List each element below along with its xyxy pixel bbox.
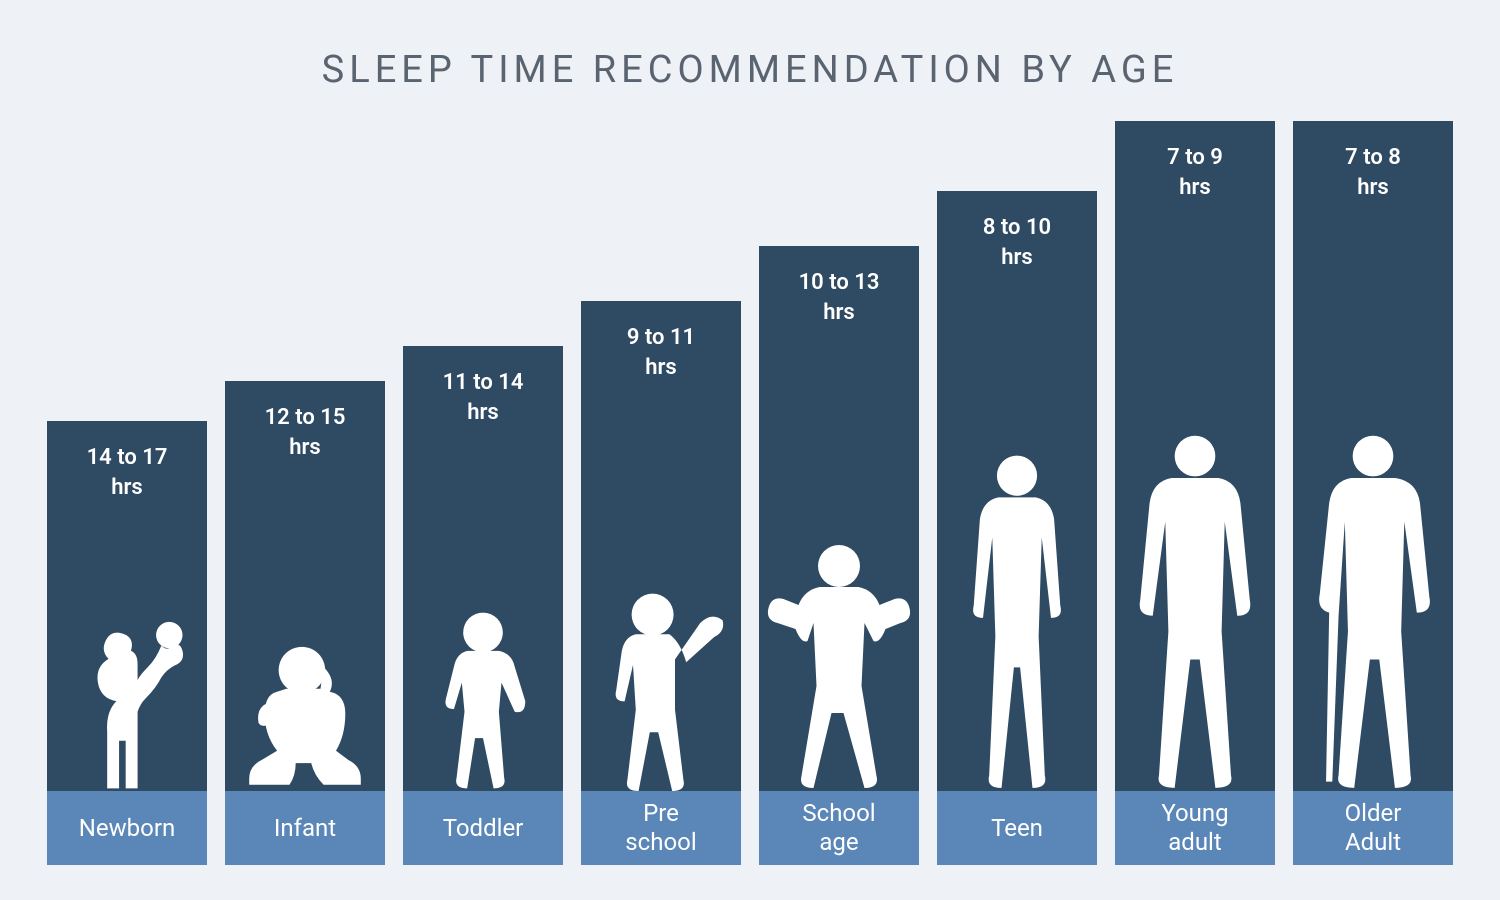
category-label: Newborn xyxy=(47,791,207,865)
chart-title: SLEEP TIME RECOMMENDATION BY AGE xyxy=(0,0,1500,92)
older-adult-icon xyxy=(1223,431,1500,791)
category-label: Young adult xyxy=(1115,791,1275,865)
bar: 7 to 8 hrs xyxy=(1293,121,1453,791)
category-label: Older Adult xyxy=(1293,791,1453,865)
bar-value-label: 12 to 15 hrs xyxy=(255,403,356,462)
bar-value-label: 11 to 14 hrs xyxy=(433,368,534,427)
bar-value-label: 9 to 11 hrs xyxy=(617,323,705,382)
category-label: Infant xyxy=(225,791,385,865)
bar-value-label: 7 to 9 hrs xyxy=(1157,143,1233,202)
category-label: Pre school xyxy=(581,791,741,865)
category-label: Toddler xyxy=(403,791,563,865)
category-label: Teen xyxy=(937,791,1097,865)
bar-value-label: 8 to 10 hrs xyxy=(973,213,1061,272)
bar-column: 7 to 8 hrs Older Adult xyxy=(1293,121,1453,865)
bar-value-label: 10 to 13 hrs xyxy=(789,268,890,327)
bar-chart: 14 to 17 hrs Newborn 12 to 15 hrs Infant 11 … xyxy=(0,121,1500,865)
category-label: School age xyxy=(759,791,919,865)
bar-value-label: 14 to 17 hrs xyxy=(77,443,178,502)
bar-value-label: 7 to 8 hrs xyxy=(1335,143,1411,202)
